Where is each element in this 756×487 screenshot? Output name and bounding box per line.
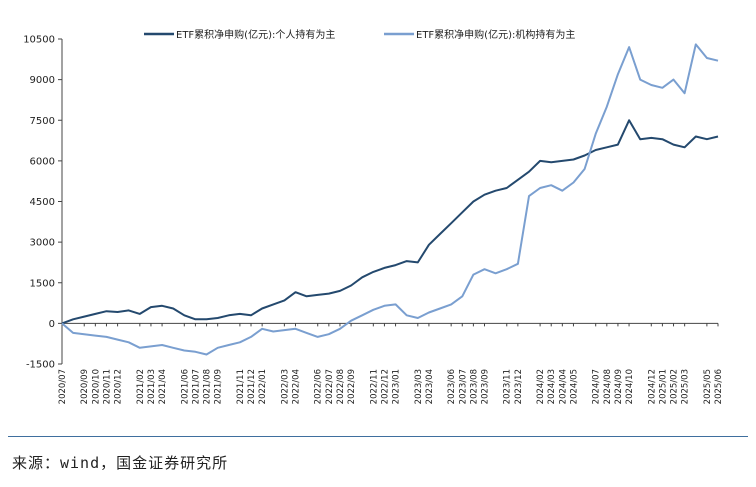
y-tick-label: 10500 [23, 35, 55, 46]
axes [61, 39, 718, 364]
y-tick-label: 0 [49, 319, 55, 330]
x-tick-label: 2021/06 [180, 369, 190, 404]
x-tick-label: 2023/11 [503, 369, 513, 404]
x-tick-label: 2023/04 [425, 369, 435, 404]
x-tick-label: 2022/06 [314, 369, 324, 404]
x-tick-label: 2022/04 [291, 369, 301, 404]
y-tick-label: 1500 [30, 278, 55, 289]
x-tick-label: 2020/12 [114, 369, 124, 404]
x-tick-label: 2021/04 [158, 369, 168, 404]
x-tick-label: 2021/03 [147, 369, 157, 404]
x-tick-label: 2025/02 [670, 369, 680, 404]
x-tick-label: 2024/12 [647, 369, 657, 404]
x-tick-label: 2023/12 [514, 369, 524, 404]
x-tick-label: 2024/10 [625, 369, 635, 404]
x-tick-label: 2024/02 [536, 369, 546, 404]
x-tick-label: 2022/09 [347, 369, 357, 404]
x-tick-label: 2023/08 [469, 369, 479, 404]
x-axis-ticks: 2020/07 2020/09 2020/10 2020/11 2020/12 2021/… [58, 323, 724, 404]
x-tick-label: 2022/11 [369, 369, 379, 404]
x-tick-label: 2024/09 [614, 369, 624, 404]
x-tick-label: 2021/11 [236, 369, 246, 404]
x-tick-label: 2021/09 [214, 369, 224, 404]
y-tick-label: 6000 [30, 156, 55, 167]
x-tick-label: 2025/06 [714, 369, 724, 404]
x-tick-label: 2021/08 [203, 369, 213, 404]
series-line-institution [61, 43, 719, 356]
x-tick-label: 2024/03 [547, 369, 557, 404]
x-tick-label: 2022/08 [336, 369, 346, 404]
x-tick-label: 2023/07 [458, 369, 468, 404]
x-tick-label: 2023/06 [447, 369, 457, 404]
y-tick-label: 9000 [30, 75, 55, 86]
x-tick-label: 2023/03 [414, 369, 424, 404]
y-tick-label: -1500 [26, 360, 55, 371]
legend-label-institution: ETF累积净申购(亿元):机构持有为主 [416, 28, 575, 41]
y-tick-label: 3000 [30, 238, 55, 249]
x-tick-label: 2020/10 [91, 369, 101, 404]
x-tick-label: 2022/01 [258, 369, 268, 404]
x-tick-label: 2022/07 [325, 369, 335, 404]
x-tick-label: 2021/02 [136, 369, 146, 404]
x-tick-label: 2021/07 [191, 369, 201, 404]
series-line-personal [61, 119, 719, 325]
chart: ETF累积净申购(亿元):个人持有为主 ETF累积净申购(亿元):机构持有为主 … [23, 28, 724, 404]
x-tick-label: 2024/05 [569, 369, 579, 404]
x-tick-label: 2020/11 [102, 369, 112, 404]
source-note: 来源：wind，国金证券研究所 [12, 454, 229, 472]
source-divider [8, 436, 748, 437]
x-tick-label: 2025/01 [658, 369, 668, 404]
x-tick-label: 2020/09 [80, 369, 90, 404]
legend-label-personal: ETF累积净申购(亿元):个人持有为主 [176, 28, 335, 41]
x-tick-label: 2024/07 [592, 369, 602, 404]
x-tick-label: 2022/12 [380, 369, 390, 404]
y-tick-label: 7500 [30, 116, 55, 127]
x-tick-label: 2020/07 [58, 369, 68, 404]
series-lines [61, 43, 719, 356]
legend: ETF累积净申购(亿元):个人持有为主 ETF累积净申购(亿元):机构持有为主 [144, 28, 575, 41]
x-tick-label: 2022/03 [280, 369, 290, 404]
x-tick-label: 2024/08 [603, 369, 613, 404]
x-tick-label: 2024/04 [558, 369, 568, 404]
x-tick-label: 2025/05 [703, 369, 713, 404]
y-axis-ticks: -1500 0 1500 3000 4500 6000 7500 9000 10500 [23, 35, 62, 371]
x-tick-label: 2023/01 [392, 369, 402, 404]
y-tick-label: 4500 [30, 197, 55, 208]
x-tick-label: 2025/03 [681, 369, 691, 404]
x-tick-label: 2021/12 [247, 369, 257, 404]
x-tick-label: 2023/09 [481, 369, 491, 404]
